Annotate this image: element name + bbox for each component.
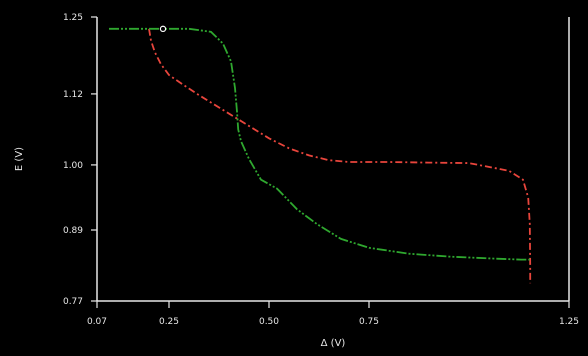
y-tick-label: 1.12 — [63, 90, 83, 100]
x-tick-label: 0.50 — [259, 317, 279, 327]
axes — [96, 17, 570, 302]
y-axis-label: E (V) — [14, 147, 25, 171]
y-tick-label: 0.89 — [63, 226, 83, 236]
series-line-1 — [148, 28, 532, 284]
y-tick-label: 1.25 — [63, 13, 83, 23]
x-axis-label: Δ (V) — [321, 338, 346, 349]
x-tick-label: 0.07 — [87, 317, 107, 327]
series-line-2 — [109, 27, 530, 261]
x-tick-label: 1.25 — [559, 317, 579, 327]
x-tick-label: 0.25 — [159, 317, 179, 327]
y-tick-label: 1.00 — [63, 161, 83, 171]
data-point-marker — [159, 25, 167, 33]
y-tick-label: 0.77 — [63, 297, 83, 307]
x-tick-label: 0.75 — [359, 317, 379, 327]
series-group — [109, 27, 532, 284]
ticks: 0.07 0.25 0.50 0.75 1.25 0.77 0.89 1.00 1.12 1.25 — [63, 13, 579, 327]
markers — [159, 25, 167, 33]
